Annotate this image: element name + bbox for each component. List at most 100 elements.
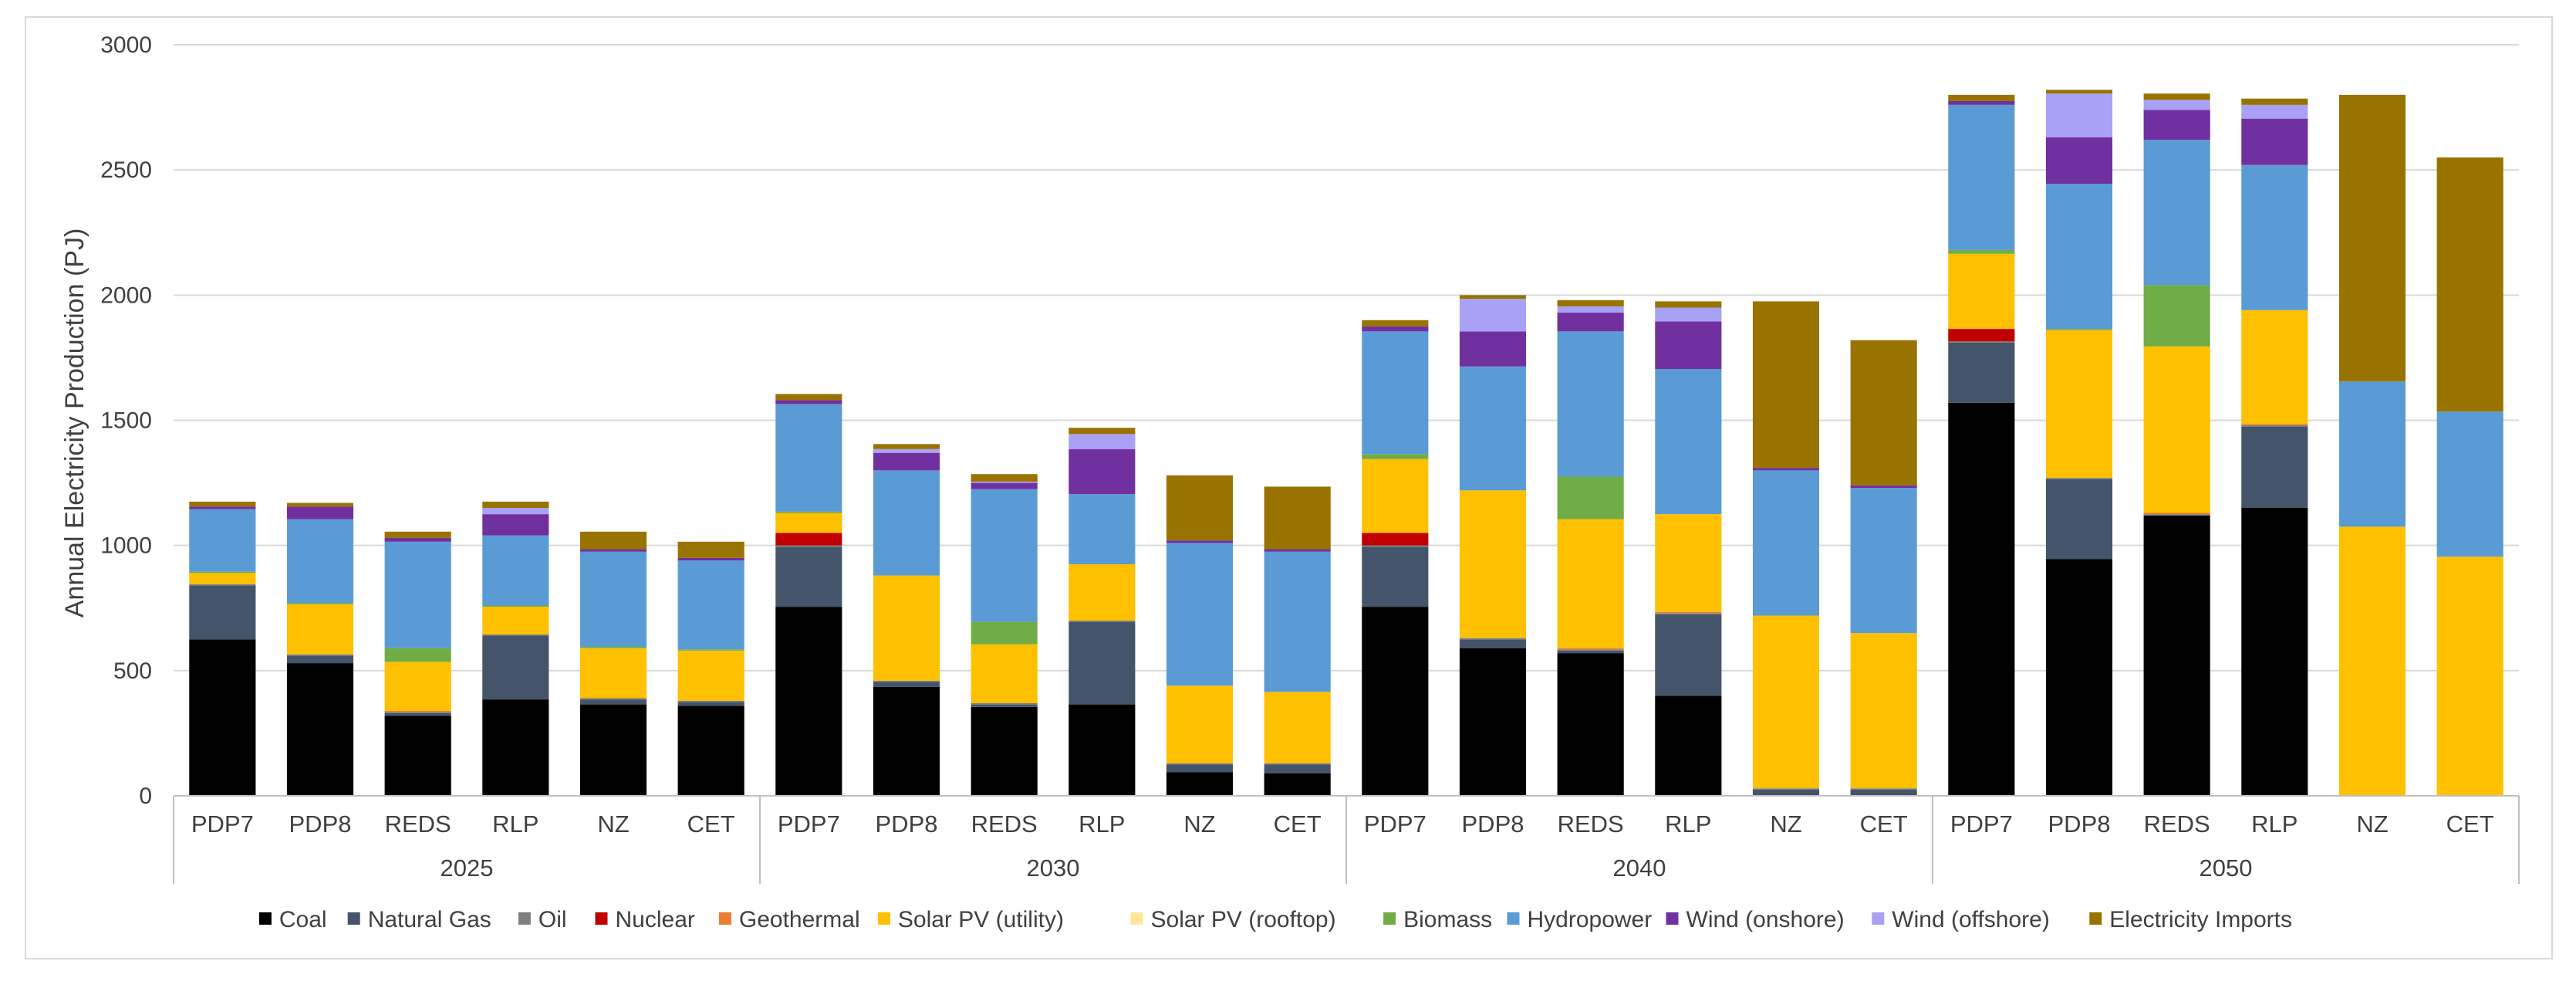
bar-segment-coal (971, 706, 1038, 796)
bar-segment-hydropower (677, 560, 744, 650)
legend-item: Nuclear (595, 907, 695, 932)
bar-segment-wind-offshore- (2045, 93, 2113, 138)
x-category-label: CET (1274, 810, 1322, 837)
legend-label: Wind (onshore) (1686, 907, 1845, 932)
bar-segment-natural-gas (1850, 789, 1917, 796)
bar-segment-wind-onshore- (971, 482, 1038, 489)
bar-segment-hydropower (1655, 369, 1722, 515)
bar-segment-solar-pv-utility- (579, 648, 647, 699)
legend-swatch (718, 912, 731, 925)
bar-segment-biomass (189, 571, 256, 574)
y-tick-label: 3000 (100, 32, 152, 58)
legend-swatch (1383, 912, 1396, 925)
legend-item: Oil (518, 907, 567, 932)
bar-segment-biomass (2143, 285, 2210, 347)
bar-segment-natural-gas (1166, 764, 1234, 773)
bar-segment-electricity-imports (1069, 428, 1136, 435)
bar-segment-coal (775, 607, 842, 796)
bar-segment-electricity-imports (2045, 90, 2113, 94)
bar-segment-electricity-imports (579, 531, 647, 550)
bar-segment-wind-onshore- (384, 537, 451, 542)
bar-segment-hydropower (1166, 543, 1234, 686)
bar-segment-hydropower (1948, 104, 2015, 250)
bar-segment-solar-pv-utility- (482, 607, 549, 634)
x-axis: PDP7 PDP8 REDS RLP NZ CET 2025 PDP7 PDP8 REDS RLP N… (173, 795, 2520, 884)
legend-label: Hydropower (1528, 907, 1653, 932)
y-tick-label: 2000 (100, 283, 152, 308)
gridlines (174, 44, 2519, 672)
bar-segment-hydropower (1264, 551, 1331, 692)
bar-segment-natural-gas (189, 585, 256, 640)
bar-segment-wind-onshore- (1459, 331, 1527, 367)
bar-segment-wind-offshore- (1557, 306, 1624, 313)
x-group-label: 2040 (1613, 854, 1666, 881)
bar-segment-solar-pv-utility- (1850, 633, 1917, 789)
legend-swatch (2089, 912, 2102, 925)
y-tick-label: 500 (113, 658, 152, 684)
bar-segment-biomass (286, 603, 354, 604)
x-category-label: PDP8 (1462, 810, 1524, 837)
legend-swatch (1872, 912, 1885, 925)
legend-item: Natural Gas (347, 907, 491, 932)
bar-segment-electricity-imports (1948, 94, 2015, 101)
bar-segment-oil (1459, 638, 1527, 640)
bar-segment-coal (579, 704, 647, 796)
bars (189, 90, 2503, 796)
bar-segment-geothermal (1557, 648, 1624, 650)
bar-segment-hydropower (775, 404, 842, 512)
bar-segment-coal (1459, 648, 1527, 796)
y-tick-label: 2500 (100, 157, 152, 183)
bar-segment-oil (1264, 763, 1331, 765)
x-category-label: NZ (2356, 810, 2388, 837)
legend-item: Electricity Imports (2089, 907, 2292, 932)
bar-segment-coal (1655, 695, 1722, 796)
bar-segment-wind-onshore- (286, 506, 354, 519)
bar-segment-hydropower (2045, 184, 2113, 330)
bar-segment-coal (384, 716, 451, 796)
x-category-label: PDP7 (778, 810, 840, 837)
bar-segment-solar-pv-utility- (1752, 615, 1820, 789)
bar-segment-wind-onshore- (2045, 137, 2113, 184)
legend-label: Coal (279, 907, 327, 932)
bar-segment-biomass (775, 511, 842, 513)
bar-segment-electricity-imports (1557, 299, 1624, 306)
legend-swatch (258, 912, 272, 925)
bar-segment-coal (286, 663, 354, 796)
bar-segment-wind-onshore- (873, 452, 940, 471)
bar-segment-coal (1948, 402, 2015, 796)
bar-segment-wind-onshore- (1264, 549, 1331, 552)
bar-segment-solar-pv-utility- (1655, 514, 1722, 612)
bar-segment-electricity-imports (482, 501, 549, 509)
bar-segment-solar-pv-utility- (677, 650, 744, 701)
bar-segment-wind-onshore- (1362, 326, 1429, 332)
bar-segment-wind-onshore- (1557, 313, 1624, 332)
bar-segment-wind-onshore- (775, 400, 842, 404)
bar-segment-nuclear (1362, 533, 1429, 546)
bar-segment-solar-pv-utility- (1069, 563, 1136, 621)
bar-segment-natural-gas (1655, 614, 1722, 696)
legend-label: Oil (538, 907, 567, 932)
bar-segment-oil (1948, 341, 2015, 343)
bar-segment-solar-pv-utility- (1557, 519, 1624, 648)
legend-item: Biomass (1383, 907, 1492, 932)
bar-segment-hydropower (971, 489, 1038, 622)
legend-swatch (1666, 912, 1679, 925)
bar-segment-electricity-imports (1166, 475, 1234, 541)
bar-segment-electricity-imports (2338, 94, 2406, 382)
bar-segment-oil (482, 634, 549, 636)
bar-segment-oil (1069, 620, 1136, 622)
bar-segment-wind-offshore- (2241, 104, 2308, 119)
bar-segment-oil (1850, 788, 1917, 790)
x-category-label: PDP8 (2048, 810, 2111, 837)
bar-segment-hydropower (2143, 140, 2210, 286)
bar-segment-hydropower (2338, 381, 2406, 527)
bar-segment-oil (1166, 763, 1234, 765)
bar-segment-oil (189, 584, 256, 586)
bar-segment-biomass (579, 647, 647, 648)
bar-segment-oil (677, 700, 744, 702)
bar-segment-electricity-imports (1459, 295, 1527, 299)
bar-segment-electricity-imports (2436, 157, 2503, 412)
legend-label: Solar PV (utility) (898, 907, 1064, 932)
bar-segment-natural-gas (2241, 426, 2308, 509)
